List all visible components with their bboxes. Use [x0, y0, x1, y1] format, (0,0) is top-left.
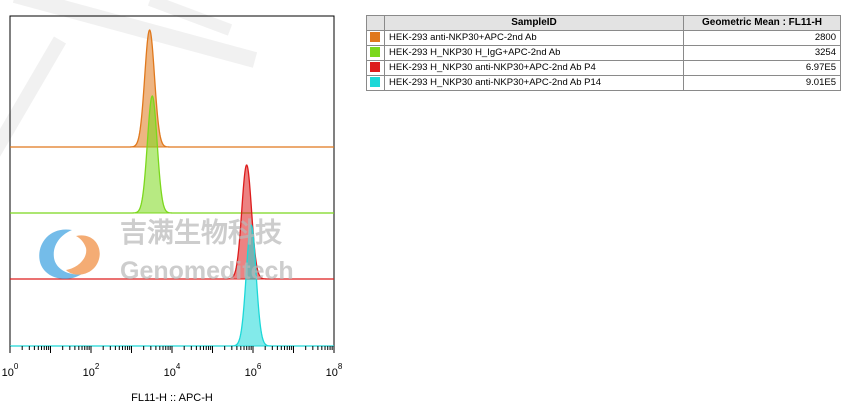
histogram-series-2: [10, 94, 334, 214]
histogram-outline: [10, 164, 334, 280]
legend-color-swatch: [370, 62, 380, 73]
legend-sample-id: HEK-293 H_NKP30 anti-NKP30+APC-2nd Ab P1…: [384, 75, 684, 91]
histogram-fill: [10, 96, 334, 213]
x-tick-label: 104: [164, 362, 181, 379]
watermark-strokes: [0, 0, 258, 157]
x-axis-label: FL11-H :: APC-H: [131, 392, 213, 404]
legend-table: SampleID Geometric Mean : FL11-H HEK-293…: [366, 15, 841, 91]
watermark-english-text: Genomeditech: [120, 257, 294, 285]
x-tick-label: 108: [326, 362, 343, 379]
legend-geometric-mean: 9.01E5: [683, 75, 841, 91]
legend-geometric-mean: 6.97E5: [683, 60, 841, 76]
watermark-chinese-text: 吉满生物科技: [120, 218, 282, 248]
legend-swatch-cell: [366, 60, 385, 76]
legend-sample-id: HEK-293 H_NKP30 H_IgG+APC-2nd Ab: [384, 45, 684, 61]
histogram-plot: 吉满生物科技 Genomeditech 100 102 104 106 108 FL11…: [0, 0, 343, 404]
legend-row: HEK-293 anti-NKP30+APC-2nd Ab 2800: [366, 30, 841, 46]
legend-color-swatch: [370, 77, 380, 88]
watermark-logo: [39, 229, 100, 279]
watermark-logo-swirl-icon: [39, 229, 82, 279]
legend-header-row: SampleID Geometric Mean : FL11-H: [366, 15, 841, 31]
legend-header-swatch: [366, 15, 385, 31]
legend-color-swatch: [370, 47, 380, 58]
watermark-logo-leaf-icon: [66, 235, 100, 275]
histogram-fill: [10, 225, 334, 346]
legend-sample-id: HEK-293 anti-NKP30+APC-2nd Ab: [384, 30, 684, 46]
histogram-outline: [10, 94, 334, 214]
x-tick-label: 106: [245, 362, 262, 379]
legend-header-value: Geometric Mean : FL11-H: [683, 15, 841, 31]
legend-row: HEK-293 H_NKP30 anti-NKP30+APC-2nd Ab P4…: [366, 60, 841, 76]
x-axis: 100 102 104 106 108: [2, 346, 343, 379]
histogram-outline: [10, 29, 334, 148]
legend-row: HEK-293 H_NKP30 anti-NKP30+APC-2nd Ab P1…: [366, 75, 841, 91]
legend-geometric-mean: 2800: [683, 30, 841, 46]
legend-swatch-cell: [366, 75, 385, 91]
legend-header-sample: SampleID: [384, 15, 684, 31]
legend-row: HEK-293 H_NKP30 H_IgG+APC-2nd Ab 3254: [366, 45, 841, 61]
legend-color-swatch: [370, 32, 380, 43]
x-tick-label: 100: [2, 362, 19, 379]
legend-swatch-cell: [366, 30, 385, 46]
histogram-layers: [10, 29, 334, 347]
plot-frame: [9, 15, 335, 347]
legend-swatch-cell: [366, 45, 385, 61]
legend-geometric-mean: 3254: [683, 45, 841, 61]
x-tick-label: 102: [83, 362, 100, 379]
legend-sample-id: HEK-293 H_NKP30 anti-NKP30+APC-2nd Ab P4: [384, 60, 684, 76]
histogram-series-1: [10, 29, 334, 148]
